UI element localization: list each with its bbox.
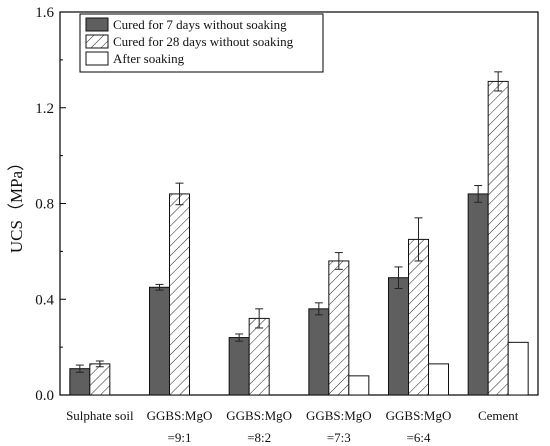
x-tick-label: Sulphate soil <box>66 408 134 423</box>
legend-label: After soaking <box>113 51 185 66</box>
x-tick-label-line2: =7:3 <box>327 430 351 445</box>
bar-1 <box>388 277 409 396</box>
bar-2 <box>328 260 350 396</box>
x-tick-label: GGBS:MgO <box>306 408 372 423</box>
y-tick-label: 0.4 <box>35 292 54 308</box>
bar-2 <box>248 317 270 396</box>
x-tick-label-line2: =6:4 <box>407 430 431 445</box>
y-tick-label: 1.6 <box>35 5 54 21</box>
x-tick-label: GGBS:MgO <box>147 408 213 423</box>
bar-2 <box>408 238 429 396</box>
bar-3 <box>428 363 449 396</box>
plot-area: 0.0 0.4 0.8 1.2 1.6 Sulphate soil GGBS:MgO =9:1… <box>35 5 539 445</box>
legend: Cured for 7 days without soaking Cured fo… <box>79 13 324 73</box>
legend-label: Cured for 7 days without soaking <box>113 17 287 32</box>
bar-2 <box>487 80 509 396</box>
legend-swatch <box>85 51 109 66</box>
x-tick-label-line2: =8:2 <box>247 430 271 445</box>
legend-swatch <box>85 17 109 32</box>
x-tick-label: GGBS:MgO <box>226 408 292 423</box>
legend-box <box>79 13 324 73</box>
bar-3 <box>348 375 370 396</box>
y-tick-label: 0.8 <box>35 197 54 213</box>
bar-1 <box>149 286 170 396</box>
y-tick-label: 1.2 <box>35 101 54 117</box>
legend-label: Cured for 28 days without soaking <box>113 34 294 49</box>
bar-2 <box>89 363 111 396</box>
bar-2 <box>169 193 190 396</box>
bar-3 <box>507 341 529 396</box>
y-axis-label: UCS（MPa） <box>7 154 26 253</box>
y-tick-label: 0.0 <box>35 388 54 404</box>
bar-1 <box>308 308 330 396</box>
bar-1 <box>467 193 489 396</box>
x-tick-label: Cement <box>478 408 519 423</box>
bar-1 <box>228 337 250 396</box>
x-tick-label-line2: =9:1 <box>168 430 192 445</box>
legend-swatch <box>85 34 109 49</box>
x-tick-label: GGBS:MgO <box>386 408 452 423</box>
